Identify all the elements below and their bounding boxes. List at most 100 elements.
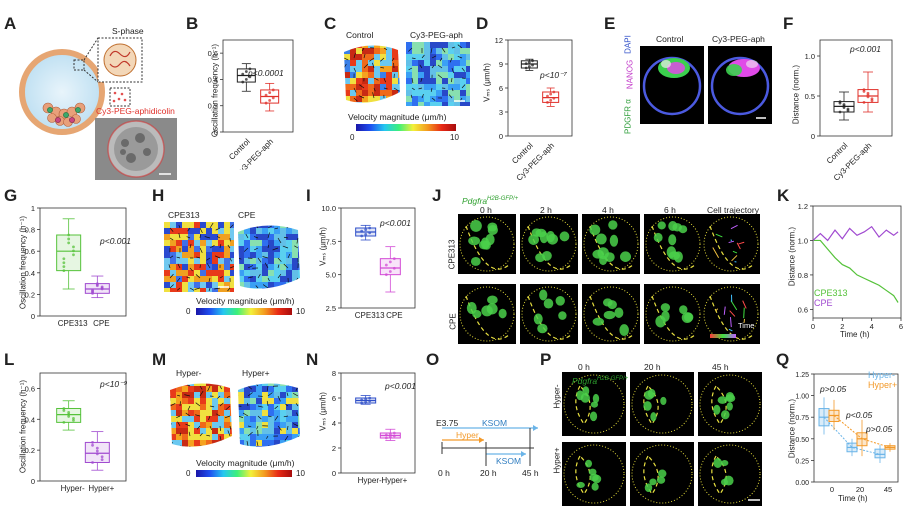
panel-letter-n: N: [306, 350, 319, 369]
data-point: [866, 95, 870, 99]
y-tick-label: 0: [214, 128, 218, 137]
data-point: [546, 101, 549, 104]
data-point: [392, 266, 396, 270]
data-point: [67, 415, 71, 418]
x-tick-label: 6: [899, 322, 903, 331]
panel-letter-p: P: [540, 350, 552, 369]
data-point: [62, 409, 66, 412]
y-tick-label: 9: [499, 60, 503, 69]
data-point: [842, 106, 846, 109]
data-point: [244, 78, 248, 81]
sphase-label: S-phase: [112, 26, 144, 36]
data-point: [364, 397, 368, 401]
data-point: [62, 269, 66, 273]
y-tick-label: 0.6: [798, 305, 808, 314]
data-point: [846, 109, 850, 112]
data-point: [271, 96, 275, 100]
chart-b-ylabel: Oscillation frequency (h⁻¹): [210, 43, 220, 138]
series-line-cpe: [812, 225, 899, 242]
y-tick-label: 1.2: [798, 202, 808, 211]
x-tick-label: 2: [840, 322, 844, 331]
plot-frame: [812, 205, 902, 319]
hyper-frame: [630, 442, 694, 506]
data-point: [268, 99, 272, 102]
data-point: [91, 443, 94, 447]
plot-frame: [340, 207, 416, 309]
data-point: [546, 94, 549, 98]
panel-letter-i: I: [306, 186, 311, 205]
brightfield-embryo-image: [95, 118, 177, 180]
data-point: [392, 431, 396, 435]
y-tick-label: 0.4: [208, 75, 218, 84]
panel-p-image-grid: [562, 372, 762, 506]
y-tick-label: 0.25: [795, 458, 809, 465]
data-point: [388, 435, 392, 439]
panel-j-timelapse-grid: [458, 214, 760, 344]
data-point: [364, 228, 368, 231]
data-point: [384, 273, 388, 277]
data-point: [368, 226, 372, 230]
y-tick-label: 2: [332, 444, 336, 453]
box-hyper-: [84, 441, 110, 463]
chart-n-ylabel: Vₘₛ (μm/h): [318, 392, 328, 431]
y-tick-label: 0.6: [208, 49, 218, 58]
x-tick-label: CPE313: [58, 319, 88, 328]
panel-c-title-aph: Cy3-PEG-aph: [410, 30, 463, 40]
hyper-frame: [698, 372, 762, 436]
chart-d-ylabel: Vₘₛ (μm/h): [482, 63, 492, 102]
panel-h-colorbar-label: Velocity magnitude (μm/h): [196, 296, 295, 306]
y-tick-label: 6: [332, 394, 336, 403]
panel-h-cbar-min: 0: [186, 307, 191, 316]
flow-field-hyper-plus: [238, 383, 300, 447]
chart-q-pvalue-0: p>0.05: [820, 384, 847, 394]
x-tick-label: CPE: [93, 319, 109, 328]
data-point: [388, 260, 392, 264]
panel-letter-c: C: [324, 14, 337, 33]
panel-m-title-hyper-minus: Hyper-: [176, 368, 202, 378]
chart-k-legend-cpe313: CPE313: [814, 288, 848, 298]
panel-letter-d: D: [476, 14, 489, 33]
data-point: [392, 257, 396, 261]
y-tick-label: 0: [332, 469, 336, 478]
plot-frame: [39, 372, 127, 482]
box-hyper-: [874, 448, 886, 459]
hyper-frame: [698, 442, 762, 506]
y-tick-label: 0.2: [25, 446, 35, 455]
data-point: [248, 75, 252, 79]
chart-q-legend-hyper-minus: Hyper-: [868, 370, 896, 380]
y-tick-label: 0: [31, 477, 35, 486]
hyper-frame: [630, 372, 694, 436]
panel-j-row-cpe: CPE: [448, 313, 458, 330]
y-tick-label: 6: [499, 84, 503, 93]
timelapse-frame: [582, 214, 640, 274]
flow-field-hyper-minus: [170, 383, 232, 447]
data-point: [264, 93, 268, 97]
chart-l-oscillation-frequency: 0 0.2 0.4 0.6 Hyper- Hyper+: [25, 372, 127, 493]
data-point: [72, 245, 75, 249]
data-point: [360, 401, 364, 405]
panel-h-title-cpe: CPE: [238, 210, 256, 220]
plot-frame: [813, 373, 899, 483]
chart-n-vrms: 0 2 4 6 8 Hyper- Hyper+: [332, 369, 416, 485]
data-point: [95, 446, 99, 450]
data-point: [388, 432, 392, 436]
x-tick-label: Hyper-: [61, 484, 85, 493]
panel-p-row-hyper-minus: Hyper-: [552, 384, 562, 409]
chart-k-legend-cpe: CPE: [814, 298, 833, 308]
y-tick-label: 10.0: [321, 204, 336, 213]
timelapse-frame: [644, 284, 702, 344]
chart-l-ylabel: Oscillation frequency (h⁻¹): [18, 379, 28, 474]
panel-e-title-control: Control: [656, 34, 684, 44]
chart-q-pvalue-20: p<0.05: [846, 410, 873, 420]
x-tick-label: 0: [830, 485, 834, 494]
plot-frame: [222, 39, 294, 133]
stain-label-dapi: DAPI: [623, 35, 633, 54]
chart-d-pvalue: p<10⁻⁷: [540, 70, 567, 80]
y-tick-label: 0: [31, 312, 35, 321]
data-point: [244, 70, 248, 73]
data-point: [72, 253, 75, 257]
y-tick-label: 0.6: [25, 384, 35, 393]
drug-label: Cy3-PEG-aphidicolin: [96, 106, 175, 116]
